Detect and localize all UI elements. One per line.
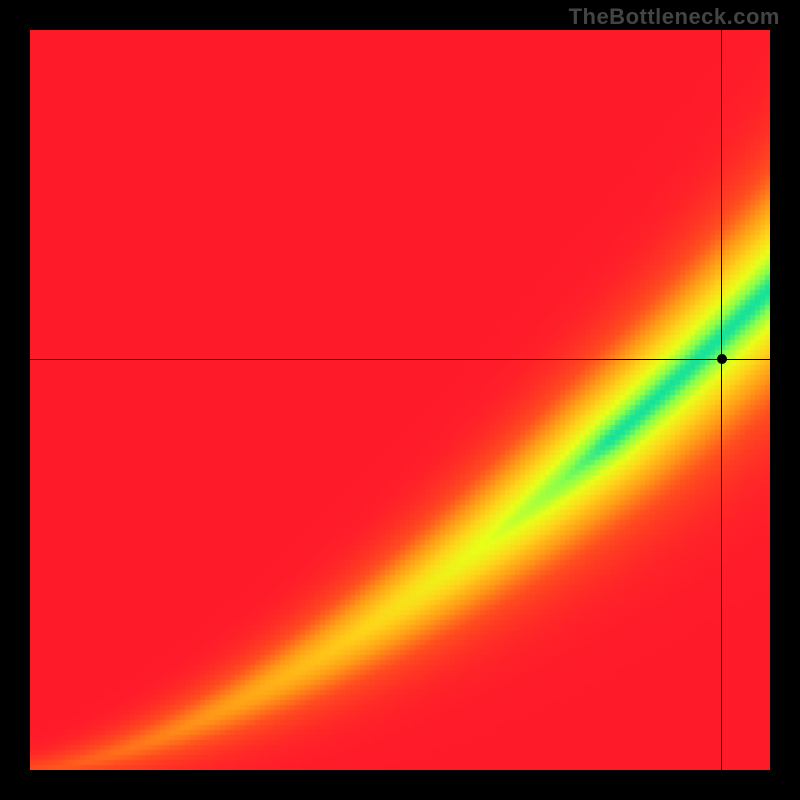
crosshair-horizontal bbox=[30, 359, 770, 360]
chart-container: TheBottleneck.com bbox=[0, 0, 800, 800]
heatmap-canvas bbox=[30, 30, 770, 770]
crosshair-vertical bbox=[721, 30, 722, 770]
crosshair-marker bbox=[717, 354, 727, 364]
watermark-text: TheBottleneck.com bbox=[569, 4, 780, 30]
